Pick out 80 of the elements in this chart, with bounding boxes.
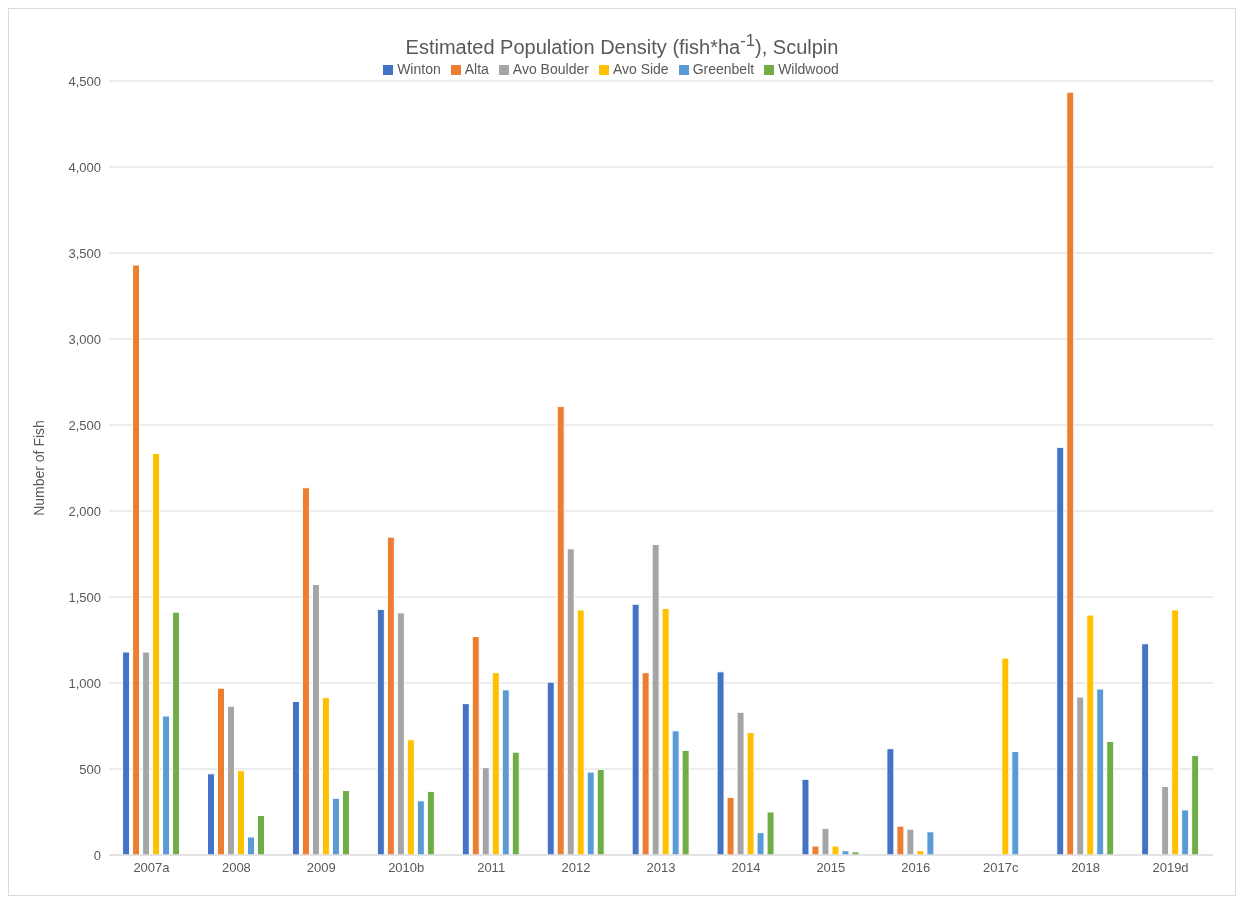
- bar: [1106, 740, 1115, 855]
- x-tick-label: 2015: [816, 860, 846, 876]
- bar: [162, 715, 171, 855]
- bar: [546, 681, 555, 855]
- bar: [416, 800, 425, 855]
- bar: [1001, 657, 1010, 855]
- bar: [301, 487, 310, 855]
- bar: [576, 609, 585, 855]
- x-tick-label: 2007a: [133, 860, 171, 876]
- legend-label: Alta: [464, 61, 489, 77]
- bar: [247, 836, 256, 855]
- bar: [596, 768, 605, 855]
- bar: [511, 751, 520, 855]
- y-tick-label: 500: [79, 761, 101, 777]
- bar: [501, 689, 510, 855]
- y-tick-label: 4,500: [68, 73, 101, 89]
- bar: [1086, 614, 1095, 855]
- bar: [1171, 609, 1180, 855]
- x-tick-label: 2014: [731, 860, 761, 876]
- y-tick-label: 0: [93, 847, 101, 863]
- y-tick-label: 1,500: [68, 589, 101, 605]
- bar: [207, 773, 216, 855]
- x-tick-label: 2011: [477, 860, 506, 876]
- x-tick-label: 2010b: [388, 860, 425, 876]
- bar: [491, 672, 500, 855]
- bar: [1011, 750, 1020, 855]
- bar: [217, 687, 226, 855]
- bar: [152, 452, 161, 855]
- legend-label: Winton: [397, 61, 441, 77]
- x-tick-label: 2013: [646, 860, 676, 876]
- bar: [556, 405, 565, 855]
- x-tick-label: 2018: [1071, 860, 1101, 876]
- bar: [1056, 446, 1065, 855]
- bar: [257, 814, 266, 855]
- bar: [396, 612, 405, 855]
- bar: [1161, 786, 1170, 855]
- x-tick-label: 2012: [561, 860, 591, 876]
- bar: [386, 536, 395, 855]
- bar: [132, 264, 141, 855]
- bar: [1096, 688, 1105, 855]
- y-tick-label: 2,000: [68, 503, 101, 519]
- legend-label: Wildwood: [778, 61, 839, 77]
- bar: [122, 651, 131, 855]
- y-tick-label: 1,000: [68, 675, 101, 691]
- bar: [227, 705, 236, 855]
- bar: [1191, 755, 1200, 855]
- bar: [321, 697, 330, 855]
- bar: [471, 636, 480, 855]
- bar: [311, 583, 320, 855]
- bar: [461, 703, 470, 855]
- y-tick-label: 4,000: [68, 159, 101, 175]
- legend-label: Avo Side: [612, 61, 669, 77]
- x-tick-label: 2009: [306, 860, 336, 876]
- bar: [237, 770, 246, 855]
- bar: [1066, 91, 1075, 855]
- bar: [1181, 809, 1190, 855]
- bar: [566, 548, 575, 855]
- bar: [586, 771, 595, 855]
- legend-label: Avo Boulder: [512, 61, 589, 77]
- x-tick-label: 2016: [901, 860, 931, 876]
- bar: [331, 797, 340, 855]
- bar: [376, 608, 385, 855]
- bar: [291, 700, 300, 855]
- bar: [341, 790, 350, 855]
- bar: [142, 651, 151, 855]
- bar: [1141, 643, 1150, 855]
- x-tick-label: 2017c: [982, 860, 1019, 876]
- y-tick-label: 3,500: [68, 245, 101, 261]
- x-tick-label: 2019d: [1152, 860, 1189, 876]
- bar: [1076, 696, 1085, 855]
- y-tick-label: 3,000: [68, 331, 101, 347]
- bar: [481, 767, 490, 855]
- bar: [172, 611, 181, 855]
- bar: [406, 739, 415, 855]
- y-tick-label: 2,500: [68, 417, 101, 433]
- bar: [426, 790, 435, 855]
- legend-label: Greenbelt: [692, 61, 755, 77]
- x-tick-label: 2008: [221, 860, 251, 876]
- y-axis-title: Number of Fish: [30, 420, 47, 516]
- chart-title: Estimated Population Density (fish*ha$^{-1}$), Sculpin: [404, 30, 840, 60]
